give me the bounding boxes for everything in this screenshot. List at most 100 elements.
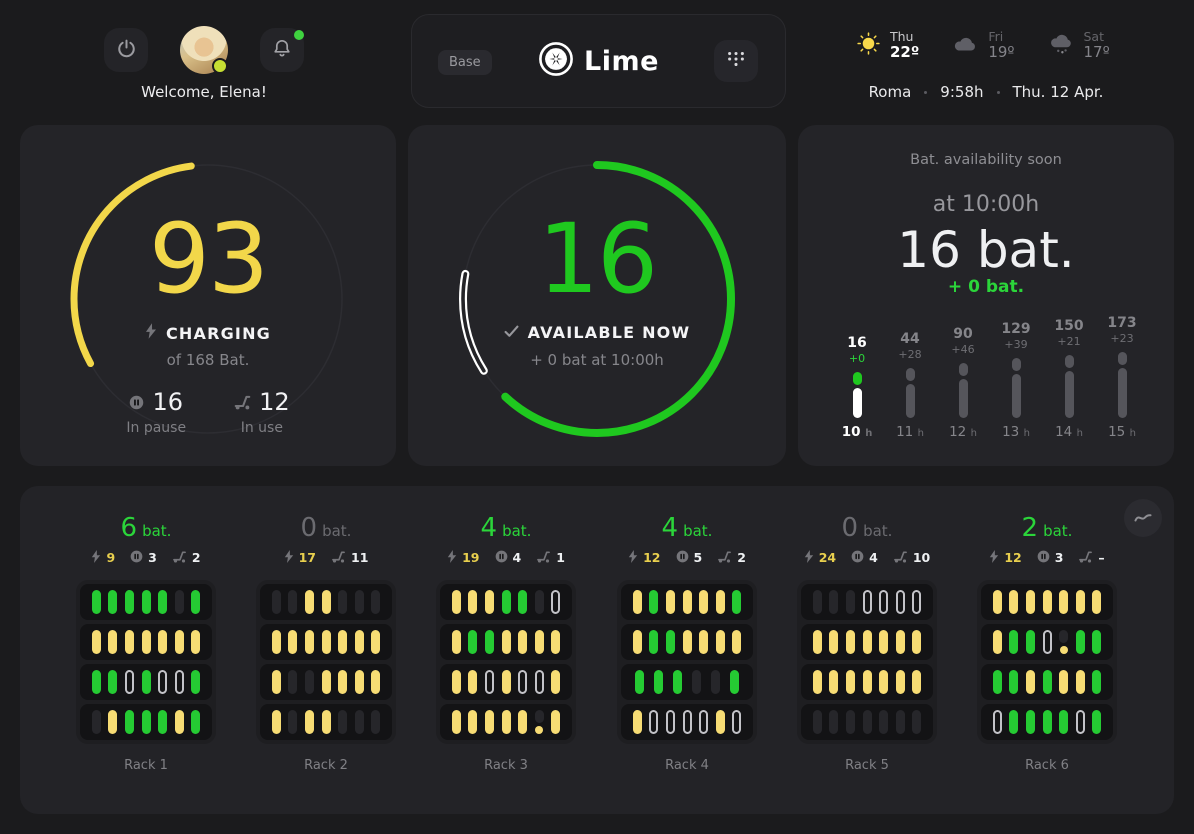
battery-slot-y[interactable] — [108, 630, 118, 654]
battery-slot-y[interactable] — [321, 710, 331, 734]
battery-slot-g[interactable] — [1059, 710, 1069, 734]
battery-slot-y[interactable] — [304, 630, 314, 654]
battery-slot-o[interactable] — [862, 590, 872, 614]
rack-5-grid[interactable] — [797, 580, 937, 744]
battery-slot-o[interactable] — [1042, 630, 1052, 654]
battery-slot-y[interactable] — [812, 670, 822, 694]
battery-slot-y[interactable] — [501, 630, 511, 654]
battery-slot-e[interactable] — [845, 590, 855, 614]
battery-slot-g[interactable] — [1075, 630, 1085, 654]
battery-slot-o[interactable] — [682, 710, 692, 734]
battery-slot-g[interactable] — [484, 630, 494, 654]
battery-slot-y[interactable] — [715, 710, 725, 734]
battery-slot-y[interactable] — [1075, 670, 1085, 694]
battery-slot-e[interactable] — [711, 670, 720, 694]
battery-slot-g[interactable] — [108, 670, 118, 694]
battery-slot-o[interactable] — [649, 710, 659, 734]
battery-slot-y[interactable] — [91, 630, 101, 654]
battery-slot-d[interactable] — [534, 710, 544, 734]
battery-slot-e[interactable] — [354, 710, 364, 734]
battery-slot-e[interactable] — [862, 710, 872, 734]
battery-slot-g[interactable] — [91, 670, 101, 694]
battery-slot-o[interactable] — [484, 670, 494, 694]
battery-slot-y[interactable] — [845, 670, 855, 694]
battery-slot-y[interactable] — [912, 670, 922, 694]
battery-slot-y[interactable] — [551, 630, 561, 654]
battery-slot-y[interactable] — [912, 630, 922, 654]
battery-slot-o[interactable] — [534, 670, 544, 694]
battery-slot-e[interactable] — [338, 590, 348, 614]
rack-1-grid[interactable] — [76, 580, 216, 744]
battery-slot-y[interactable] — [829, 630, 839, 654]
battery-slot-g[interactable] — [468, 630, 478, 654]
battery-slot-g[interactable] — [730, 670, 739, 694]
battery-slot-y[interactable] — [682, 590, 692, 614]
battery-slot-y[interactable] — [1009, 590, 1019, 614]
battery-slot-g[interactable] — [191, 590, 201, 614]
battery-slot-y[interactable] — [451, 630, 461, 654]
battery-slot-e[interactable] — [812, 710, 822, 734]
battery-slot-e[interactable] — [338, 710, 348, 734]
battery-slot-g[interactable] — [141, 590, 151, 614]
battery-slot-y[interactable] — [451, 590, 461, 614]
battery-slot-y[interactable] — [715, 590, 725, 614]
battery-slot-o[interactable] — [732, 710, 742, 734]
battery-slot-o[interactable] — [665, 710, 675, 734]
battery-slot-y[interactable] — [468, 710, 478, 734]
battery-slot-g[interactable] — [665, 630, 675, 654]
battery-slot-o[interactable] — [879, 590, 889, 614]
battery-slot-y[interactable] — [699, 630, 709, 654]
battery-slot-y[interactable] — [141, 630, 151, 654]
battery-slot-e[interactable] — [288, 710, 298, 734]
battery-slot-e[interactable] — [829, 590, 839, 614]
battery-slot-y[interactable] — [468, 590, 478, 614]
battery-slot-y[interactable] — [124, 630, 134, 654]
battery-slot-g[interactable] — [673, 670, 682, 694]
battery-slot-g[interactable] — [1042, 670, 1052, 694]
battery-slot-y[interactable] — [338, 630, 348, 654]
battery-slot-g[interactable] — [1092, 630, 1102, 654]
battery-slot-e[interactable] — [304, 670, 314, 694]
battery-slot-y[interactable] — [862, 670, 872, 694]
battery-slot-e[interactable] — [829, 710, 839, 734]
battery-slot-y[interactable] — [321, 590, 331, 614]
rack-3-grid[interactable] — [436, 580, 576, 744]
battery-slot-e[interactable] — [91, 710, 101, 734]
battery-slot-y[interactable] — [1042, 590, 1052, 614]
battery-slot-y[interactable] — [895, 670, 905, 694]
battery-slot-y[interactable] — [1059, 590, 1069, 614]
battery-slot-d[interactable] — [1059, 630, 1069, 654]
battery-slot-g[interactable] — [1042, 710, 1052, 734]
battery-slot-y[interactable] — [174, 710, 184, 734]
battery-slot-y[interactable] — [1075, 590, 1085, 614]
battery-slot-y[interactable] — [632, 630, 642, 654]
trend-chart-button[interactable] — [1124, 499, 1162, 537]
battery-slot-o[interactable] — [158, 670, 168, 694]
battery-slot-y[interactable] — [551, 670, 561, 694]
battery-slot-g[interactable] — [124, 590, 134, 614]
battery-slot-g[interactable] — [1009, 630, 1019, 654]
battery-slot-y[interactable] — [1092, 590, 1102, 614]
battery-slot-g[interactable] — [158, 710, 168, 734]
battery-slot-y[interactable] — [518, 630, 528, 654]
battery-slot-y[interactable] — [1059, 670, 1069, 694]
battery-slot-o[interactable] — [699, 710, 709, 734]
battery-slot-g[interactable] — [124, 710, 134, 734]
battery-slot-y[interactable] — [501, 710, 511, 734]
battery-slot-e[interactable] — [354, 590, 364, 614]
battery-slot-o[interactable] — [518, 670, 528, 694]
battery-slot-g[interactable] — [1009, 670, 1019, 694]
battery-slot-y[interactable] — [551, 710, 561, 734]
battery-slot-e[interactable] — [845, 710, 855, 734]
battery-slot-y[interactable] — [715, 630, 725, 654]
battery-slot-e[interactable] — [534, 590, 544, 614]
battery-slot-y[interactable] — [682, 630, 692, 654]
battery-slot-y[interactable] — [1025, 670, 1035, 694]
battery-slot-g[interactable] — [649, 630, 659, 654]
battery-slot-o[interactable] — [124, 670, 134, 694]
battery-slot-y[interactable] — [338, 670, 348, 694]
battery-slot-y[interactable] — [862, 630, 872, 654]
battery-slot-e[interactable] — [271, 590, 281, 614]
battery-slot-g[interactable] — [141, 670, 151, 694]
battery-slot-y[interactable] — [288, 630, 298, 654]
